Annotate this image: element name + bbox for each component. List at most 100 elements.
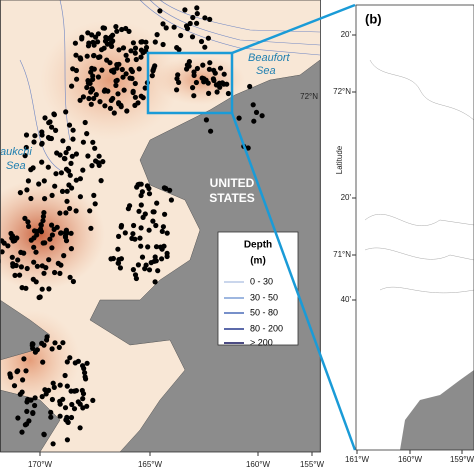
station-dot: [113, 82, 119, 88]
station-dot: [191, 72, 197, 78]
station-dot: [87, 208, 93, 214]
station-dot: [143, 39, 149, 45]
station-dot: [33, 279, 39, 285]
station-dot: [15, 257, 21, 263]
station-dot: [84, 403, 90, 409]
station-dot: [32, 349, 39, 355]
station-dot: [42, 196, 48, 202]
station-dot: [41, 210, 47, 216]
station-dot: [43, 391, 49, 397]
x-tick-label: 165°W: [138, 460, 163, 469]
station-dot: [111, 110, 117, 116]
station-dot: [21, 356, 27, 362]
station-dot: [148, 260, 154, 266]
station-dot: [130, 40, 136, 46]
station-dot: [174, 87, 180, 93]
legend-box: [217, 231, 299, 346]
station-dot: [63, 238, 70, 244]
legend-unit: (m): [250, 256, 266, 267]
y-tick-label: 71°N: [333, 250, 351, 259]
station-dot: [85, 43, 92, 49]
station-dot: [214, 89, 220, 95]
station-dot: [67, 205, 73, 212]
station-dot: [31, 402, 38, 409]
station-dot: [84, 360, 90, 366]
station-dot: [26, 418, 32, 424]
station-dot: [200, 62, 206, 68]
legend-label: 50 - 80: [250, 307, 278, 317]
station-dot: [92, 201, 98, 207]
station-dot: [96, 153, 102, 159]
station-dot: [95, 74, 101, 80]
station-dot: [93, 158, 99, 164]
station-dot: [144, 183, 150, 189]
station-dot: [52, 183, 58, 189]
station-dot: [208, 128, 214, 134]
station-dot: [52, 269, 58, 276]
station-dot: [136, 66, 142, 72]
station-dot: [120, 45, 127, 51]
station-dot: [206, 90, 212, 96]
station-dot: [23, 368, 29, 374]
station-dot: [18, 264, 24, 270]
legend-label: 80 - 200: [250, 323, 283, 333]
x-tick-label: 159°W: [450, 455, 474, 464]
station-dot: [22, 215, 28, 221]
station-dot: [48, 414, 54, 420]
station-dot: [149, 73, 155, 79]
station-dot: [116, 257, 122, 263]
station-dot: [132, 236, 138, 242]
station-dot: [57, 382, 63, 388]
station-dot: [5, 243, 11, 249]
station-dot: [58, 262, 64, 268]
station-dot: [162, 211, 168, 217]
station-dot: [146, 191, 153, 197]
station-dot: [61, 253, 67, 259]
station-dot: [99, 47, 105, 53]
station-dot: [51, 384, 57, 390]
station-dot: [142, 85, 148, 91]
station-dot: [24, 265, 30, 272]
station-dot: [60, 396, 66, 402]
station-dot: [67, 172, 73, 178]
station-dot: [29, 342, 35, 348]
station-dot: [11, 383, 18, 389]
x-tick-label: 160°W: [246, 460, 271, 469]
station-dot: [40, 359, 46, 365]
station-dot: [113, 24, 119, 30]
x-tick-label: 170°W: [28, 460, 53, 469]
station-dot: [184, 25, 191, 32]
legend-label: > 200: [250, 337, 273, 347]
legend: Depth (m) 0 - 30 30 - 50 50 - 80 80 - 200 > …: [217, 231, 299, 347]
station-dot: [73, 388, 79, 394]
station-dot: [45, 164, 51, 170]
station-dot: [23, 132, 30, 138]
station-dot: [153, 244, 160, 250]
station-dot: [12, 272, 18, 278]
station-dot: [88, 225, 94, 231]
station-dot: [119, 66, 125, 73]
station-dot: [0, 238, 5, 244]
station-dot: [78, 56, 84, 62]
station-dot: [245, 145, 251, 151]
axes: 170°W 165°W 160°W 155°W 72°N 161°W 160°W 159°W 2…: [28, 30, 474, 469]
station-dot: [43, 265, 49, 271]
station-dot: [132, 94, 138, 100]
station-dot: [77, 97, 83, 103]
station-dot: [60, 340, 66, 346]
station-dot: [24, 408, 30, 414]
station-dot: [31, 259, 37, 265]
station-dot: [174, 76, 180, 82]
station-dot: [154, 31, 160, 38]
station-dot: [65, 145, 72, 151]
station-dot: [73, 208, 79, 214]
station-dot: [236, 115, 242, 121]
station-dot: [161, 185, 167, 191]
station-dot: [49, 396, 56, 403]
station-dot: [132, 102, 138, 108]
station-dot: [88, 101, 94, 107]
map-frame: [0, 0, 321, 453]
station-dot: [116, 233, 122, 239]
station-dot: [191, 93, 197, 99]
